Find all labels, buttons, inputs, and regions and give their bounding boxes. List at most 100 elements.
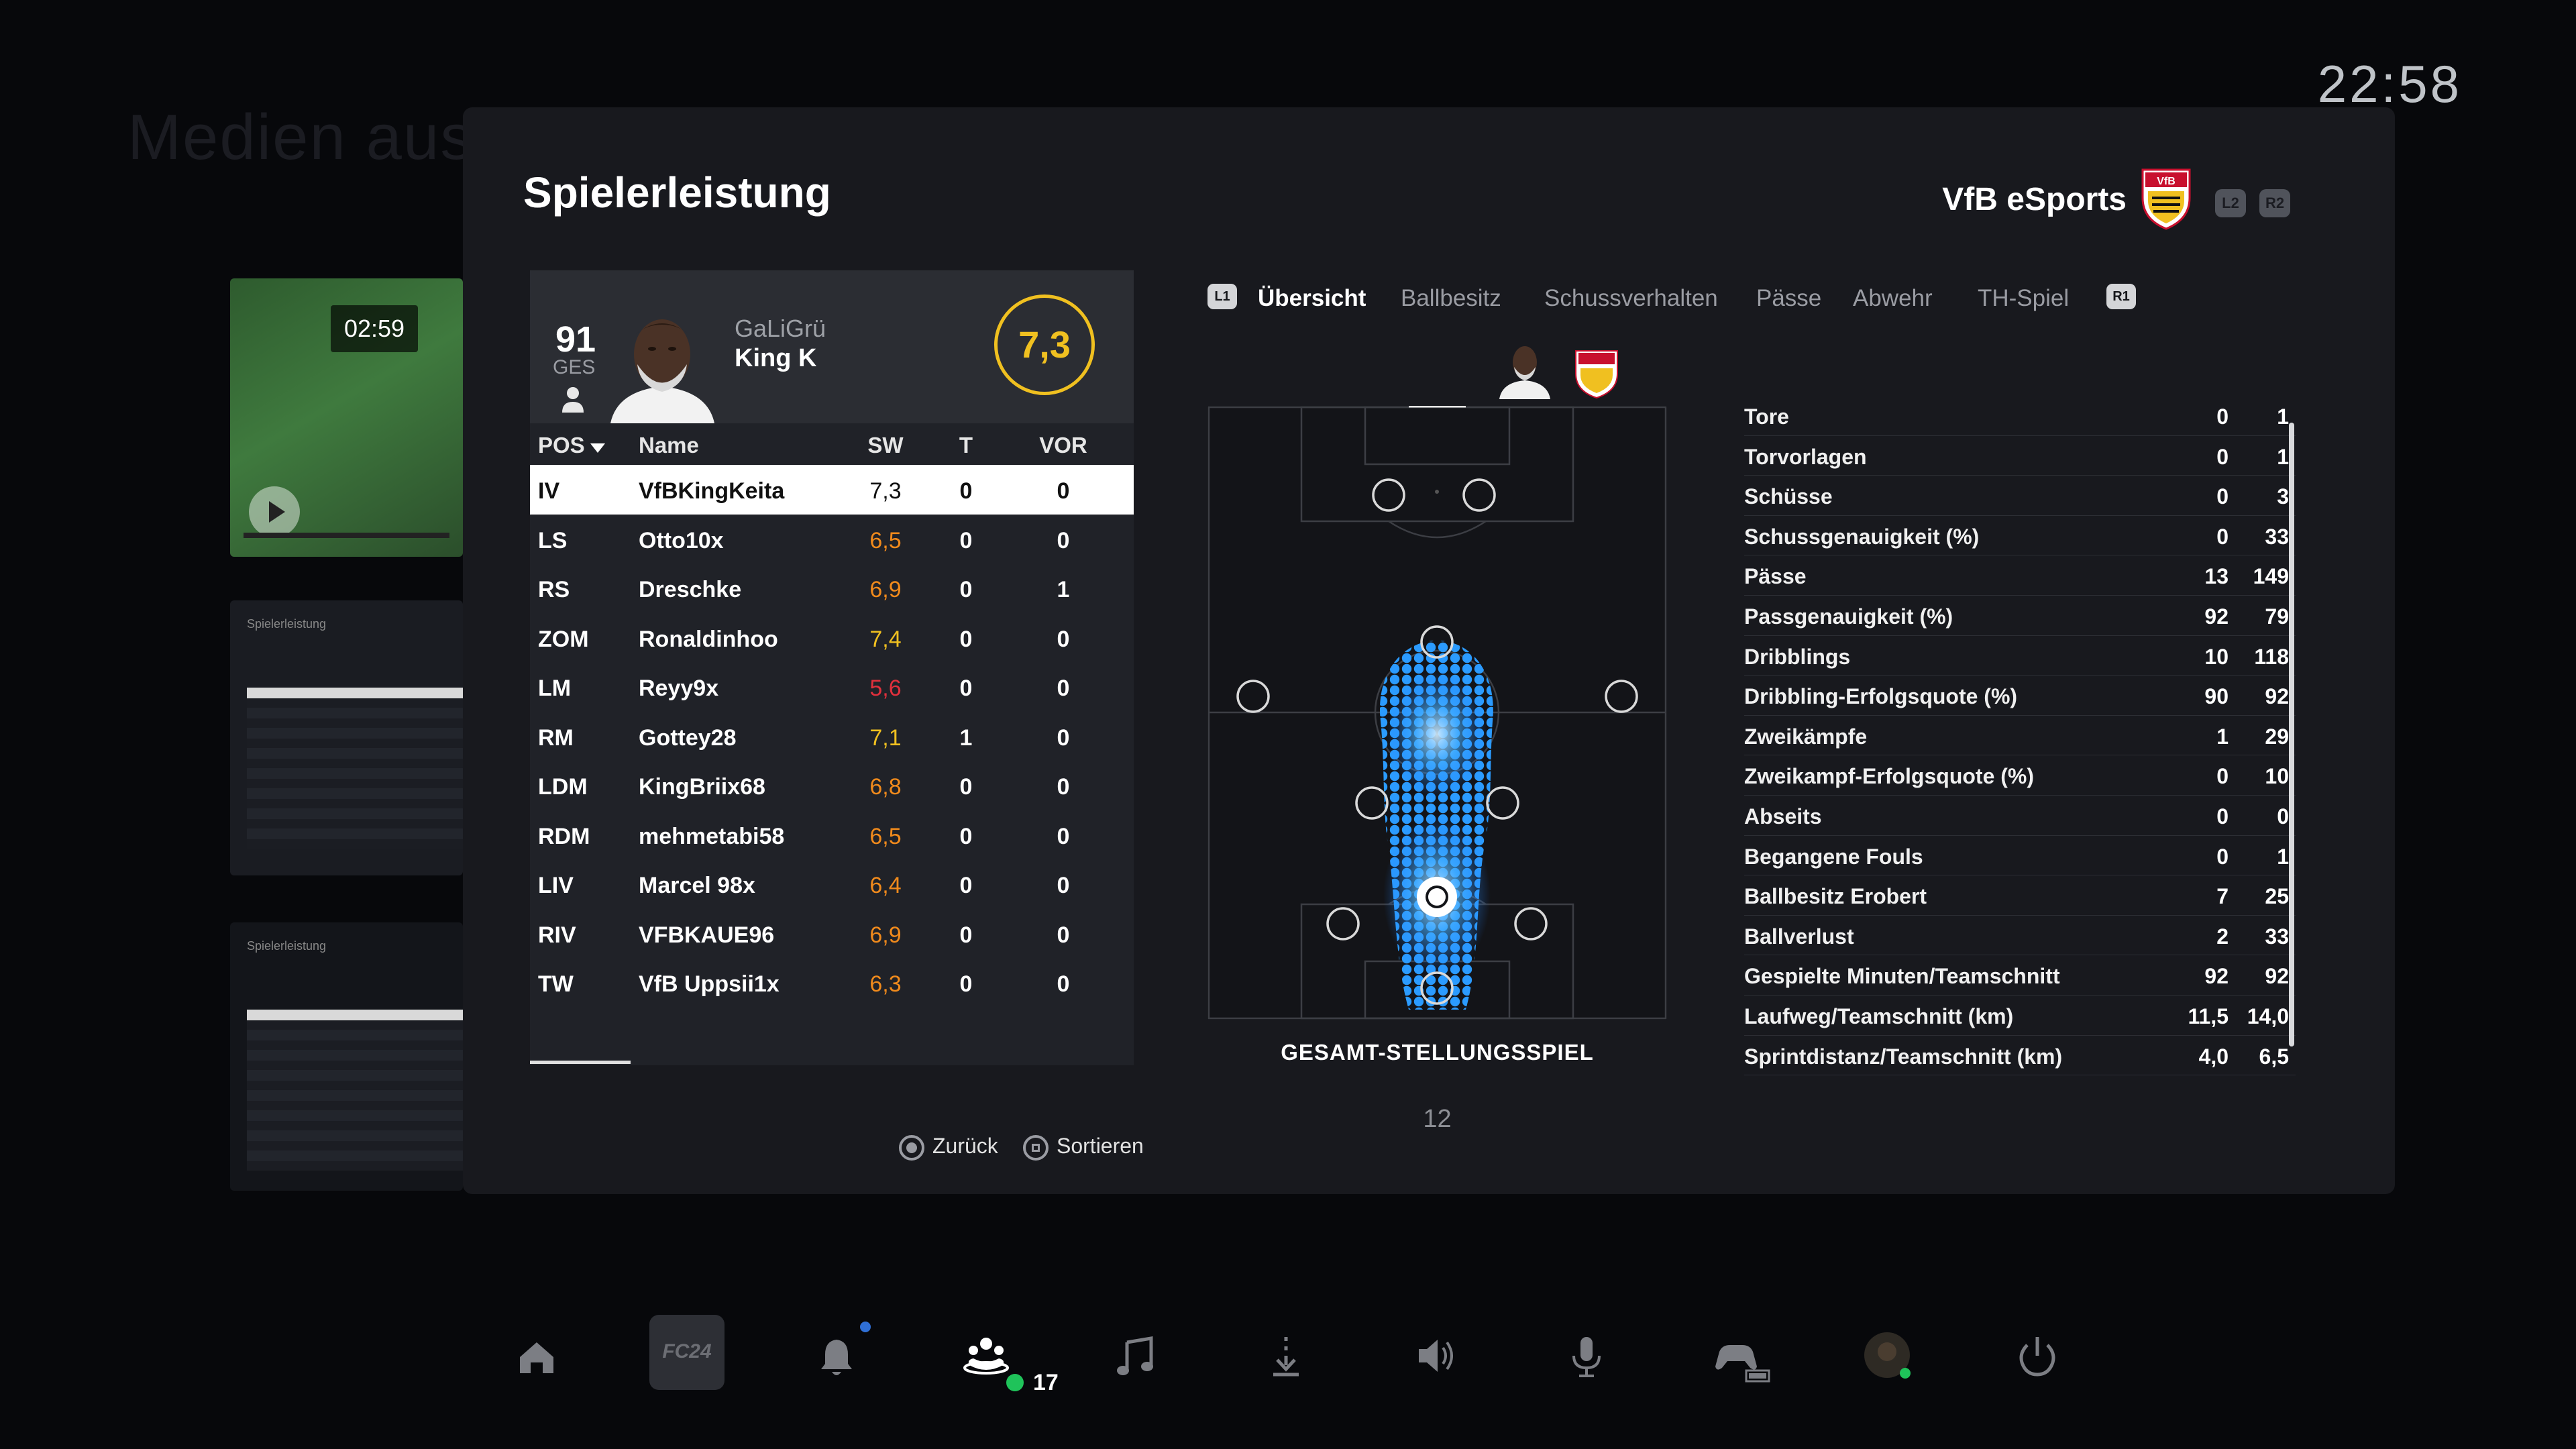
table-row[interactable]: RM Gottey28 7,1 1 0: [530, 712, 1134, 761]
music-button[interactable]: [1099, 1318, 1173, 1392]
column-header-vor[interactable]: VOR: [1039, 433, 1087, 458]
tab-schussverhalten[interactable]: Schussverhalten: [1544, 285, 1718, 311]
profile-button[interactable]: [1850, 1318, 1924, 1392]
download-icon: [1273, 1337, 1299, 1377]
table-row[interactable]: LDM KingBriix68 6,8 0 0: [530, 761, 1134, 810]
player-name: Otto10x: [639, 527, 724, 553]
play-icon: [249, 486, 300, 537]
player-portrait: [610, 319, 714, 423]
player-goals: 0: [959, 478, 973, 504]
table-row[interactable]: IV VfBKingKeita 7,3 0 0: [530, 465, 1134, 515]
club-crest-icon: VfB: [2141, 168, 2191, 230]
stats-scrollbar-thumb[interactable]: [2289, 423, 2294, 1046]
stat-label: Dribbling-Erfolgsquote (%): [1744, 684, 2018, 709]
player-assists: 0: [1057, 724, 1070, 751]
l2-button-hint[interactable]: L2: [2215, 189, 2246, 217]
game-base-button[interactable]: [949, 1318, 1023, 1392]
table-row[interactable]: ZOM Ronaldinhoo 7,4 0 0: [530, 613, 1134, 663]
player-rating: 6,5: [869, 527, 902, 553]
back-button[interactable]: Zurück: [899, 1134, 998, 1161]
table-row[interactable]: LS Otto10x 6,5 0 0: [530, 515, 1134, 564]
media-thumbnail-screenshot-2[interactable]: Spielerleistung: [230, 922, 463, 1191]
table-row[interactable]: TW VfB Uppsii1x 6,3 0 0: [530, 958, 1134, 1008]
player-rating: 6,9: [869, 922, 902, 948]
table-row[interactable]: RDM mehmetabi58 6,5 0 0: [530, 810, 1134, 860]
player-goals: 0: [959, 577, 973, 602]
stat-row: Tore 0 1: [1744, 396, 2296, 436]
player-rating: 6,8: [869, 774, 902, 800]
thumbnail-table-preview: [247, 688, 463, 849]
sound-button[interactable]: [1399, 1318, 1472, 1392]
tab-abwehr[interactable]: Abwehr: [1853, 285, 1933, 311]
column-header-pos[interactable]: POS: [538, 433, 585, 458]
media-thumbnail-video[interactable]: 02:59: [230, 278, 463, 557]
player-table-body: IV VfBKingKeita 7,3 0 0 LS Otto10x 6,5 0 0 RS Dresc…: [530, 465, 1134, 1008]
table-header: POS Name SW T VOR: [530, 423, 1134, 465]
stat-label: Schüsse: [1744, 484, 1833, 509]
stat-team-value: 29: [2265, 724, 2289, 749]
stat-label: Ballbesitz Erobert: [1744, 884, 1927, 909]
sort-descending-icon: [590, 443, 605, 453]
stat-row: Sprintdistanz/Teamschnitt (km) 4,0 6,5: [1744, 1036, 2296, 1076]
tab-ballbesitz[interactable]: Ballbesitz: [1401, 285, 1501, 311]
player-rating: 5,6: [869, 676, 902, 701]
video-duration: 02:59: [331, 305, 418, 352]
sort-button[interactable]: Sortieren: [1023, 1134, 1144, 1161]
person-icon: [562, 387, 584, 413]
notifications-button[interactable]: [800, 1318, 873, 1392]
stat-row: Laufweg/Teamschnitt (km) 11,5 14,0: [1744, 996, 2296, 1036]
stat-player-value: 90: [2204, 684, 2229, 709]
player-name: VFBKAUE96: [639, 922, 775, 948]
stat-player-value: 7: [2216, 884, 2229, 909]
tab-th-spiel[interactable]: TH-Spiel: [1978, 285, 2070, 311]
game-button-fc24[interactable]: FC24: [649, 1315, 724, 1390]
stat-label: Torvorlagen: [1744, 444, 1867, 469]
player-position: RIV: [538, 922, 576, 948]
stat-player-value: 11,5: [2188, 1004, 2229, 1028]
column-header-name[interactable]: Name: [639, 433, 699, 458]
stat-row: Torvorlagen 0 1: [1744, 436, 2296, 476]
table-row[interactable]: RS Dreschke 6,9 0 1: [530, 564, 1134, 613]
stats-column-icons: [1499, 346, 1618, 399]
player-name: VfB Uppsii1x: [639, 971, 780, 997]
table-row[interactable]: LM Reyy9x 5,6 0 0: [530, 662, 1134, 712]
stat-row: Gespielte Minuten/Teamschnitt 92 92: [1744, 955, 2296, 996]
player-rating: 6,3: [869, 971, 902, 997]
stat-player-value: 0: [2216, 844, 2229, 869]
power-button[interactable]: [2000, 1318, 2074, 1392]
player-position: ZOM: [538, 626, 589, 652]
home-button[interactable]: [500, 1318, 574, 1392]
column-header-sw[interactable]: SW: [867, 433, 904, 458]
media-thumbnail-screenshot-1[interactable]: Spielerleistung: [230, 600, 463, 875]
player-goals: 1: [959, 724, 973, 751]
stat-row: Dribblings 10 118: [1744, 636, 2296, 676]
l1-button-hint[interactable]: L1: [1208, 284, 1237, 309]
table-row[interactable]: LIV Marcel 98x 6,4 0 0: [530, 859, 1134, 909]
stat-row: Zweikampf-Erfolgsquote (%) 0 10: [1744, 755, 2296, 796]
r1-button-hint[interactable]: R1: [2106, 284, 2136, 309]
player-assists: 0: [1057, 527, 1070, 553]
tab-paesse[interactable]: Pässe: [1756, 285, 1822, 311]
stat-team-value: 1: [2277, 444, 2289, 469]
column-header-t[interactable]: T: [959, 433, 973, 458]
microphone-button[interactable]: [1550, 1318, 1623, 1392]
player-name: mehmetabi58: [639, 823, 785, 849]
team-name: VfB eSports: [1942, 182, 2127, 217]
stat-team-value: 79: [2265, 604, 2289, 629]
thumbnail-table-preview: [247, 1010, 463, 1171]
downloads-button[interactable]: [1249, 1318, 1323, 1392]
player-position: LIV: [538, 873, 574, 898]
tab-uebersicht[interactable]: Übersicht: [1258, 285, 1366, 311]
page-number: 12: [1423, 1105, 1452, 1133]
table-row[interactable]: RIV VFBKAUE96 6,9 0 0: [530, 909, 1134, 959]
stat-team-value: 10: [2265, 764, 2289, 789]
card-scroll-indicator: [530, 1061, 631, 1064]
player-assists: 0: [1057, 774, 1070, 800]
stat-player-value: 1: [2216, 724, 2229, 749]
player-performance-panel: Spielerleistung VfB eSports VfB L2 R2 91…: [463, 107, 2395, 1194]
r2-button-hint[interactable]: R2: [2259, 189, 2290, 217]
home-icon: [520, 1342, 553, 1373]
controller-button[interactable]: [1699, 1318, 1773, 1392]
stat-label: Gespielte Minuten/Teamschnitt: [1744, 964, 2060, 989]
background-title: Medien ausw: [127, 101, 522, 173]
